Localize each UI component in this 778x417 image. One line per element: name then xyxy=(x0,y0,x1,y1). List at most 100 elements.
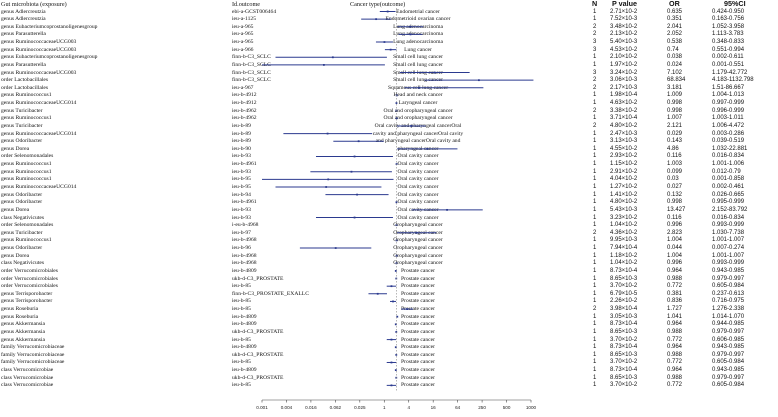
or-point xyxy=(396,315,399,318)
cell-id: ieu-b-95 xyxy=(232,183,251,190)
cell-ci: 0.026-0.665 xyxy=(712,191,745,198)
cell-or: 7.102 xyxy=(667,69,683,76)
or-point xyxy=(406,308,409,310)
cell-p: 2.13×10-2 xyxy=(610,31,638,38)
x-tick-label: 1 xyxy=(383,405,386,410)
cell-id: ieu-b-4968 xyxy=(232,237,257,244)
cell-n: 1 xyxy=(593,199,597,206)
cell-ci: 0.001-0.551 xyxy=(712,61,745,68)
cell-or: 0.988 xyxy=(667,328,683,335)
x-tick-label: 0.062 xyxy=(330,405,342,410)
cell-p: 6.79×10-5 xyxy=(610,290,638,297)
cell-exposure: genus Ruminococcus1 xyxy=(1,115,52,122)
cell-id: ieu-a-965 xyxy=(232,39,254,46)
cell-id: ieu-b-4809 xyxy=(232,267,257,274)
cell-p: 4.80×10-2 xyxy=(610,122,638,129)
cell-p: 4.80×10-2 xyxy=(610,199,638,206)
cell-outcome: Oral cavity cancer xyxy=(397,199,439,206)
cell-outcome: Prostate cancer xyxy=(400,336,436,343)
cell-or: 1.007 xyxy=(667,115,683,122)
cell-outcome: Prostate cancer xyxy=(400,306,436,313)
cell-p: 4.55×10-2 xyxy=(610,145,638,152)
cell-id: ieu-b-4962 xyxy=(232,115,257,122)
or-point xyxy=(353,155,356,158)
cell-outcome: Prostate cancer xyxy=(400,267,436,274)
cell-n: 1 xyxy=(593,351,597,358)
cell-id: finn-b-C3_SCLC xyxy=(232,77,271,84)
cell-or: 0.74 xyxy=(667,46,679,53)
cell-p: 2.47×10-3 xyxy=(610,130,638,137)
cell-p: 7.94×10-4 xyxy=(610,245,638,252)
or-point xyxy=(395,254,398,257)
cell-outcome: Prostate cancer xyxy=(400,359,436,366)
cell-n: 2 xyxy=(593,84,597,91)
or-point xyxy=(383,41,386,43)
cell-outcome: cavity and pharyngeal cancerOral cavity xyxy=(372,130,464,137)
x-tick-label: 4 xyxy=(407,405,410,410)
or-point xyxy=(433,71,436,74)
cell-n: 1 xyxy=(593,298,597,305)
cell-or: 0.772 xyxy=(667,336,683,343)
cell-p: 2.91×10-2 xyxy=(610,168,638,175)
cell-outcome: Head and neck cancer xyxy=(393,92,443,99)
cell-outcome: Oropharyngeal cancer xyxy=(393,222,443,229)
cell-ci: 0.002-0.461 xyxy=(712,183,745,190)
cell-n: 1 xyxy=(593,16,597,23)
or-point xyxy=(327,178,330,181)
cell-n: 2 xyxy=(593,107,597,114)
cell-exposure: genus Turicibacter xyxy=(1,107,43,114)
cell-ci: 4.183-1132.798 xyxy=(712,77,754,84)
cell-outcome: Prostate cancer xyxy=(400,351,436,358)
cell-n: 1 xyxy=(593,267,597,274)
cell-id: ukb-d-C3_PROSTATE xyxy=(232,351,284,358)
cell-or: 0.998 xyxy=(667,100,683,107)
cell-id: ieu-a-1125 xyxy=(232,16,257,23)
cell-exposure: genus RuminococcaceaeUCG014 xyxy=(1,130,77,137)
cell-ci: 0.716-0.975 xyxy=(712,298,745,305)
cell-outcome: Endometrioid ovarian cancer xyxy=(385,16,451,23)
cell-exposure: order Verrucomicrobiales xyxy=(1,267,58,274)
cell-exposure: genus Turicibacter xyxy=(1,229,43,236)
cell-exposure: order Verrucomicrobiales xyxy=(1,275,58,282)
cell-n: 1 xyxy=(593,260,597,267)
cell-n: 1 xyxy=(593,168,597,175)
cell-id: ieu-b-94 xyxy=(232,191,251,198)
cell-exposure: genus Turicibacter xyxy=(1,122,43,129)
or-point xyxy=(418,86,420,89)
cell-n: 1 xyxy=(593,161,597,168)
cell-outcome: Oral cavity cancer xyxy=(397,176,439,183)
cell-p: 4.36×10-2 xyxy=(610,229,638,236)
cell-p: 3.70×10-2 xyxy=(610,359,638,366)
cell-exposure: genus Dorea xyxy=(1,206,30,213)
cell-or: 0.116 xyxy=(667,214,682,221)
cell-outcome: Oral cavity cancer xyxy=(397,168,439,175)
x-tick-label: 1000 xyxy=(526,405,537,410)
cell-ci: 1.006-4.472 xyxy=(712,122,745,129)
cell-ci: 0.993-0.999 xyxy=(712,222,745,229)
cell-exposure: class Verrucomicrobiae xyxy=(1,382,54,389)
cell-id: finn-b-C3_PROSTATE_EXALLC xyxy=(232,290,309,297)
cell-exposure: genus Eubacteriumcoprostanoligenesgroup xyxy=(1,23,98,30)
cell-exposure: order Verrucomicrobiales xyxy=(1,283,58,290)
cell-n: 1 xyxy=(593,359,597,366)
cell-p: 8.65×10-3 xyxy=(610,275,638,282)
or-point xyxy=(410,125,413,127)
cell-p: 1.18×10-2 xyxy=(610,252,638,259)
x-tick-label: 0.016 xyxy=(305,405,317,410)
cell-p: 1.98×10-4 xyxy=(610,92,638,99)
or-point xyxy=(395,353,398,356)
cell-n: 1 xyxy=(593,237,597,244)
cell-ci: 0.551-0.994 xyxy=(712,46,745,53)
cell-ci: 0.003-0.286 xyxy=(712,130,745,137)
or-point xyxy=(376,292,379,295)
cell-ci: 0.163-0.756 xyxy=(712,16,745,23)
cell-p: 9.95×10-3 xyxy=(610,237,638,244)
cell-p: 3.38×10-2 xyxy=(610,107,638,114)
cell-outcome: Oral and oropharyngeal cancer xyxy=(383,107,453,114)
cell-outcome: Oropharyngeal cancer xyxy=(393,237,443,244)
cell-ci: 0.605-0.984 xyxy=(712,359,745,366)
cell-ci: 0.943-0.985 xyxy=(712,344,745,351)
cell-n: 1 xyxy=(593,283,597,290)
cell-or: 1.004 xyxy=(667,237,683,244)
cell-outcome: Prostate cancer xyxy=(400,321,436,328)
